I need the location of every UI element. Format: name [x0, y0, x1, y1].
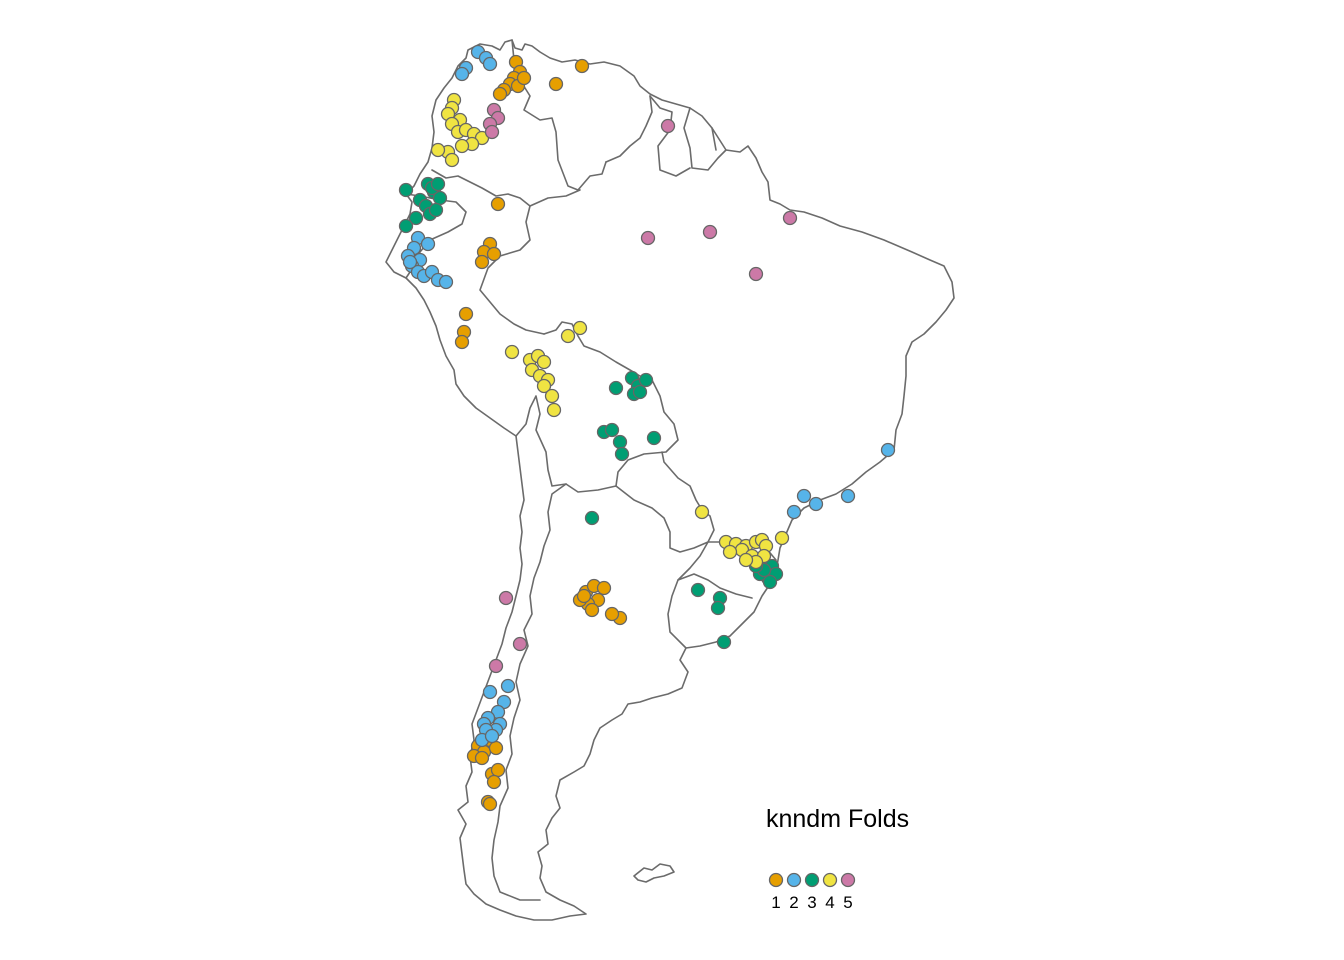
sample-point-fold-2: [482, 56, 498, 72]
sample-point-fold-2: [808, 496, 824, 512]
sample-point-fold-4: [536, 378, 552, 394]
sample-point-fold-3: [762, 574, 778, 590]
sample-point-fold-1: [516, 70, 532, 86]
sample-point-fold-1: [490, 762, 506, 778]
sample-point-fold-1: [486, 774, 502, 790]
sample-point-fold-4: [454, 138, 470, 154]
sample-point-fold-4: [560, 328, 576, 344]
sample-point-fold-1: [454, 334, 470, 350]
sample-points: [398, 44, 896, 812]
falklands-outline: [633, 863, 675, 883]
sample-point-fold-2: [420, 236, 436, 252]
sample-point-fold-1: [574, 58, 590, 74]
sample-point-fold-2: [880, 442, 896, 458]
sample-point-fold-3: [584, 510, 600, 526]
sample-point-fold-4: [738, 552, 754, 568]
legend-key-3: [804, 872, 820, 888]
sample-point-fold-4: [444, 152, 460, 168]
sample-point-fold-5: [512, 636, 528, 652]
sample-point-fold-2: [438, 274, 454, 290]
sample-point-fold-4: [572, 320, 588, 336]
sample-point-fold-3: [430, 176, 446, 192]
sample-point-fold-3: [646, 430, 662, 446]
sample-point-fold-1: [548, 76, 564, 92]
sample-point-fold-2: [786, 504, 802, 520]
sample-point-fold-1: [490, 196, 506, 212]
sample-point-fold-5: [498, 590, 514, 606]
sample-point-fold-3: [638, 372, 654, 388]
sample-point-fold-1: [474, 750, 490, 766]
sample-point-fold-1: [458, 306, 474, 322]
legend-key-2: [786, 872, 802, 888]
sample-point-fold-2: [402, 254, 418, 270]
sample-point-fold-3: [632, 384, 648, 400]
sample-point-fold-3: [408, 210, 424, 226]
sample-point-fold-4: [430, 142, 446, 158]
sample-point-fold-5: [640, 230, 656, 246]
sample-point-fold-4: [546, 402, 562, 418]
legend: knndm Folds 1 2 3 4 5: [766, 805, 909, 912]
sample-point-fold-4: [722, 544, 738, 560]
sample-point-fold-4: [694, 504, 710, 520]
legend-label-5: 5: [843, 893, 852, 912]
sample-point-fold-3: [614, 446, 630, 462]
sample-point-fold-2: [500, 678, 516, 694]
sample-point-fold-5: [748, 266, 764, 282]
sample-point-fold-5: [782, 210, 798, 226]
sample-point-fold-1: [604, 606, 620, 622]
sample-point-fold-1: [482, 796, 498, 812]
sample-point-fold-3: [612, 434, 628, 450]
sample-point-fold-5: [484, 124, 500, 140]
legend-key-4: [822, 872, 838, 888]
sample-point-fold-3: [398, 218, 414, 234]
legend-label-3: 3: [807, 893, 816, 912]
legend-label-4: 4: [825, 893, 834, 912]
sample-point-fold-1: [492, 86, 508, 102]
sample-point-fold-1: [488, 740, 504, 756]
sample-point-fold-4: [504, 344, 520, 360]
sample-point-fold-3: [398, 182, 414, 198]
sample-point-fold-5: [488, 658, 504, 674]
sample-point-fold-1: [576, 588, 592, 604]
sample-point-fold-4: [774, 530, 790, 546]
sample-point-fold-4: [544, 388, 560, 404]
sample-point-fold-1: [474, 254, 490, 270]
continent-outline: [385, 39, 955, 921]
sample-point-fold-2: [454, 66, 470, 82]
legend-label-1: 1: [771, 893, 780, 912]
sample-point-fold-5: [660, 118, 676, 134]
sample-point-fold-3: [690, 582, 706, 598]
legend-title: knndm Folds: [766, 805, 909, 833]
sample-point-fold-3: [710, 600, 726, 616]
sample-point-fold-3: [428, 202, 444, 218]
legend-key-1: [768, 872, 784, 888]
sample-point-fold-2: [840, 488, 856, 504]
sample-point-fold-2: [796, 488, 812, 504]
sample-point-fold-3: [604, 422, 620, 438]
legend-label-2: 2: [789, 893, 798, 912]
sample-point-fold-2: [484, 728, 500, 744]
sample-point-fold-1: [584, 602, 600, 618]
sample-point-fold-3: [608, 380, 624, 396]
sample-point-fold-1: [596, 580, 612, 596]
sample-point-fold-1: [486, 246, 502, 262]
sample-point-fold-4: [536, 354, 552, 370]
sample-point-fold-2: [482, 684, 498, 700]
sample-point-fold-3: [716, 634, 732, 650]
legend-key-5: [840, 872, 856, 888]
sample-point-fold-5: [702, 224, 718, 240]
